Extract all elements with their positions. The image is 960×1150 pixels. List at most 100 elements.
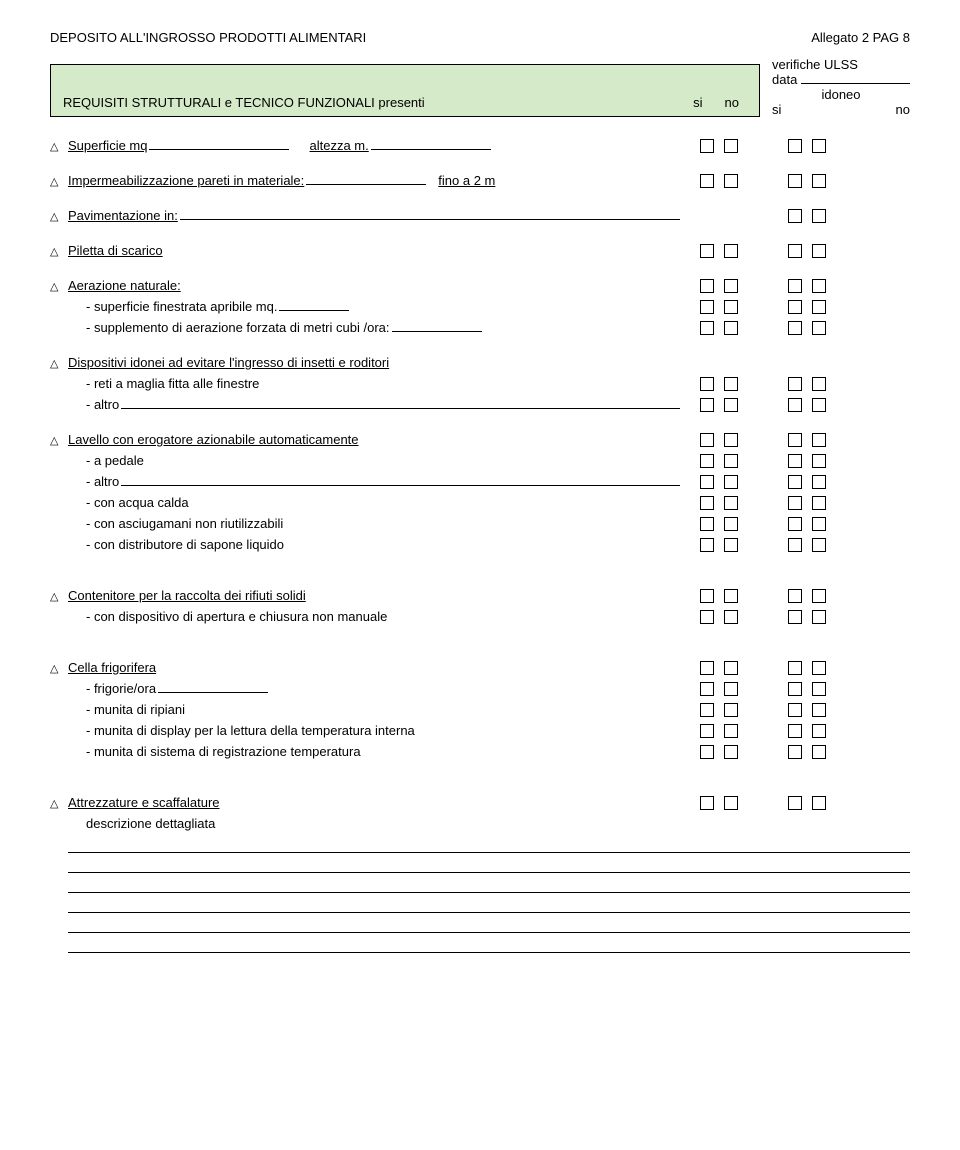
checkbox[interactable] bbox=[788, 377, 802, 391]
checkbox[interactable] bbox=[700, 139, 714, 153]
checkbox[interactable] bbox=[812, 300, 826, 314]
checkbox[interactable] bbox=[788, 703, 802, 717]
checkbox[interactable] bbox=[700, 682, 714, 696]
checkbox[interactable] bbox=[724, 496, 738, 510]
blank-line[interactable] bbox=[68, 835, 910, 853]
checkbox[interactable] bbox=[724, 244, 738, 258]
checkbox[interactable] bbox=[700, 589, 714, 603]
checkbox[interactable] bbox=[812, 209, 826, 223]
checkbox[interactable] bbox=[788, 796, 802, 810]
checkbox[interactable] bbox=[812, 244, 826, 258]
checkbox[interactable] bbox=[724, 433, 738, 447]
checkbox[interactable] bbox=[812, 398, 826, 412]
checkbox[interactable] bbox=[700, 796, 714, 810]
checkbox[interactable] bbox=[788, 610, 802, 624]
checkbox[interactable] bbox=[812, 610, 826, 624]
checkbox[interactable] bbox=[724, 745, 738, 759]
checkbox[interactable] bbox=[724, 661, 738, 675]
checkbox[interactable] bbox=[724, 174, 738, 188]
checkbox[interactable] bbox=[700, 661, 714, 675]
checkbox[interactable] bbox=[724, 724, 738, 738]
checkbox[interactable] bbox=[812, 475, 826, 489]
checkbox[interactable] bbox=[700, 496, 714, 510]
checkbox[interactable] bbox=[700, 703, 714, 717]
paviment-input[interactable] bbox=[180, 207, 680, 220]
checkbox[interactable] bbox=[724, 796, 738, 810]
checkbox[interactable] bbox=[788, 724, 802, 738]
checkbox[interactable] bbox=[700, 433, 714, 447]
checkbox[interactable] bbox=[788, 209, 802, 223]
checkbox[interactable] bbox=[812, 377, 826, 391]
checkbox[interactable] bbox=[700, 610, 714, 624]
checkbox[interactable] bbox=[724, 300, 738, 314]
checkbox[interactable] bbox=[724, 139, 738, 153]
checkbox[interactable] bbox=[812, 433, 826, 447]
checkbox[interactable] bbox=[724, 703, 738, 717]
cella-sub1-input[interactable] bbox=[158, 680, 268, 693]
checkbox[interactable] bbox=[724, 610, 738, 624]
checkbox[interactable] bbox=[700, 538, 714, 552]
checkbox[interactable] bbox=[700, 244, 714, 258]
disp-sub2-input[interactable] bbox=[121, 396, 680, 409]
checkbox[interactable] bbox=[724, 475, 738, 489]
checkbox[interactable] bbox=[724, 517, 738, 531]
checkbox[interactable] bbox=[788, 433, 802, 447]
checkbox[interactable] bbox=[700, 398, 714, 412]
checkbox[interactable] bbox=[812, 796, 826, 810]
blank-line[interactable] bbox=[68, 875, 910, 893]
blank-line[interactable] bbox=[68, 895, 910, 913]
checkbox[interactable] bbox=[812, 496, 826, 510]
aer-sub1-input[interactable] bbox=[279, 298, 349, 311]
checkbox[interactable] bbox=[724, 454, 738, 468]
checkbox[interactable] bbox=[788, 661, 802, 675]
checkbox[interactable] bbox=[700, 279, 714, 293]
checkbox[interactable] bbox=[788, 589, 802, 603]
checkbox[interactable] bbox=[812, 538, 826, 552]
checkbox[interactable] bbox=[700, 724, 714, 738]
checkbox[interactable] bbox=[724, 321, 738, 335]
checkbox[interactable] bbox=[788, 279, 802, 293]
checkbox[interactable] bbox=[788, 682, 802, 696]
lav-sub2-input[interactable] bbox=[121, 473, 680, 486]
checkbox[interactable] bbox=[788, 475, 802, 489]
checkbox[interactable] bbox=[812, 682, 826, 696]
checkbox[interactable] bbox=[812, 321, 826, 335]
checkbox[interactable] bbox=[788, 745, 802, 759]
checkbox[interactable] bbox=[788, 517, 802, 531]
checkbox[interactable] bbox=[812, 703, 826, 717]
checkbox[interactable] bbox=[788, 244, 802, 258]
checkbox[interactable] bbox=[724, 589, 738, 603]
checkbox[interactable] bbox=[788, 174, 802, 188]
checkbox[interactable] bbox=[700, 745, 714, 759]
checkbox[interactable] bbox=[812, 724, 826, 738]
checkbox[interactable] bbox=[788, 139, 802, 153]
checkbox[interactable] bbox=[700, 517, 714, 531]
checkbox[interactable] bbox=[812, 661, 826, 675]
checkbox[interactable] bbox=[700, 174, 714, 188]
checkbox[interactable] bbox=[700, 454, 714, 468]
altezza-input[interactable] bbox=[371, 137, 491, 150]
checkbox[interactable] bbox=[700, 300, 714, 314]
checkbox[interactable] bbox=[812, 174, 826, 188]
data-input-line[interactable] bbox=[801, 83, 910, 84]
checkbox[interactable] bbox=[724, 398, 738, 412]
checkbox[interactable] bbox=[788, 454, 802, 468]
impermeab-input[interactable] bbox=[306, 172, 426, 185]
checkbox[interactable] bbox=[812, 454, 826, 468]
blank-line[interactable] bbox=[68, 855, 910, 873]
checkbox[interactable] bbox=[700, 321, 714, 335]
checkbox[interactable] bbox=[700, 377, 714, 391]
checkbox[interactable] bbox=[812, 589, 826, 603]
blank-line[interactable] bbox=[68, 915, 910, 933]
checkbox[interactable] bbox=[812, 745, 826, 759]
aer-sub2-input[interactable] bbox=[392, 319, 482, 332]
checkbox[interactable] bbox=[724, 538, 738, 552]
checkbox[interactable] bbox=[788, 538, 802, 552]
checkbox[interactable] bbox=[724, 377, 738, 391]
checkbox[interactable] bbox=[724, 279, 738, 293]
checkbox[interactable] bbox=[700, 475, 714, 489]
checkbox[interactable] bbox=[812, 517, 826, 531]
blank-line[interactable] bbox=[68, 935, 910, 953]
checkbox[interactable] bbox=[788, 321, 802, 335]
checkbox[interactable] bbox=[724, 682, 738, 696]
